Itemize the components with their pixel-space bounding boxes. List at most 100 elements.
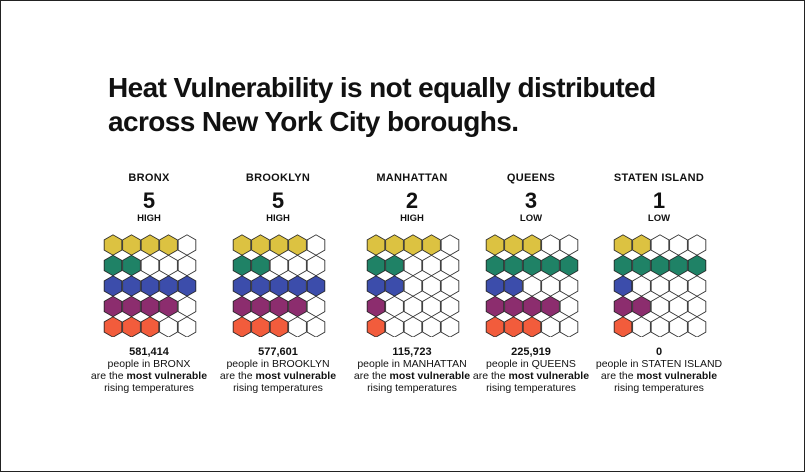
hex-cell-filled <box>140 234 160 256</box>
hex-cell-filled <box>122 295 141 318</box>
hex-cell-empty <box>669 234 688 256</box>
borough-name: BROOKLYN <box>245 172 311 184</box>
hex-cell-filled <box>122 234 141 256</box>
hex-cell-empty <box>403 275 423 297</box>
vulnerability-score: 1 <box>652 188 666 213</box>
hex-cell-empty <box>306 234 326 256</box>
hex-cell-empty <box>177 254 197 277</box>
hex-cell-filled <box>232 316 252 337</box>
hex-cell-empty <box>422 254 441 277</box>
borough-manhattan: MANHATTAN 2 HIGH 115,723 people in MANHA… <box>348 171 476 394</box>
hex-cell-filled <box>522 234 542 256</box>
hex-cell-empty <box>669 295 688 318</box>
hex-cell-filled <box>632 254 651 277</box>
hex-grid <box>366 234 460 337</box>
hex-cell-empty <box>440 254 460 277</box>
hex-cell-filled <box>140 275 160 297</box>
emphasis-text: most vulnerable <box>508 370 590 382</box>
hex-cell-filled <box>504 316 523 337</box>
hex-cell-filled <box>366 254 386 277</box>
hex-cell-filled <box>485 316 505 337</box>
hex-cell-empty <box>650 295 670 318</box>
hex-cell-empty <box>687 295 707 318</box>
hex-cell-empty <box>403 295 423 318</box>
hex-cell-filled <box>613 275 633 297</box>
hex-cell-empty <box>669 275 688 297</box>
borough-stats: 581,414 people in BRONX are the most vul… <box>85 346 213 394</box>
title-line-2: across New York City boroughs. <box>108 106 519 137</box>
hex-cell-filled <box>159 295 178 318</box>
hex-cell-filled <box>522 316 542 337</box>
people-count: 581,414 <box>129 346 169 358</box>
hex-cell-empty <box>632 316 651 337</box>
page-title: Heat Vulnerability is not equally distri… <box>108 71 656 139</box>
hex-cell-filled <box>366 234 386 256</box>
hex-cell-empty <box>422 295 441 318</box>
hex-cell-filled <box>485 234 505 256</box>
hex-cell-empty <box>177 234 197 256</box>
hex-cell-filled <box>269 275 289 297</box>
hex-cell-empty <box>650 234 670 256</box>
hex-cell-empty <box>159 316 178 337</box>
vulnerability-score: 3 <box>524 188 538 213</box>
hex-cell-filled <box>522 254 542 277</box>
hex-cell-empty <box>541 234 560 256</box>
hex-cell-filled <box>422 234 441 256</box>
hex-cell-empty <box>422 275 441 297</box>
hex-cell-empty <box>403 254 423 277</box>
hex-cell-filled <box>251 254 270 277</box>
hex-cell-empty <box>440 234 460 256</box>
stats-line-3: rising temperatures <box>233 382 323 394</box>
hex-cell-filled <box>366 316 386 337</box>
borough-stats: 577,601 people in BROOKLYN are the most … <box>214 346 342 394</box>
hex-cell-filled <box>269 295 289 318</box>
hex-cell-filled <box>385 275 404 297</box>
hex-cell-empty <box>306 316 326 337</box>
stats-line-3: rising temperatures <box>486 382 576 394</box>
hex-cell-empty <box>632 275 651 297</box>
hex-cell-filled <box>288 295 307 318</box>
hex-cell-filled <box>232 275 252 297</box>
hex-cell-filled <box>140 295 160 318</box>
hex-cell-filled <box>366 275 386 297</box>
hex-cell-filled <box>251 275 270 297</box>
vulnerability-level: HIGH <box>266 213 290 224</box>
stats-line-1: people in BRONX <box>107 358 191 370</box>
hex-cell-empty <box>159 254 178 277</box>
hex-grid <box>232 234 326 337</box>
vulnerability-level: HIGH <box>137 213 161 224</box>
borough-name: MANHATTAN <box>376 172 448 184</box>
hex-cell-filled <box>669 254 688 277</box>
hex-cell-empty <box>541 275 560 297</box>
hex-cell-empty <box>687 316 707 337</box>
hex-cell-empty <box>559 234 579 256</box>
stats-line-2: are the most vulnerable <box>600 370 718 382</box>
borough-brooklyn: BROOKLYN 5 HIGH 577,601 people in BROOKL… <box>214 171 342 394</box>
borough-name: QUEENS <box>506 172 556 184</box>
hex-cell-filled <box>687 254 707 277</box>
hex-cell-filled <box>650 254 670 277</box>
vulnerability-level: HIGH <box>400 213 424 224</box>
stats-line-1: people in QUEENS <box>486 358 576 370</box>
hex-cell-filled <box>485 254 505 277</box>
borough-stats: 0 people in STATEN ISLAND are the most v… <box>595 346 723 394</box>
title-line-1: Heat Vulnerability is not equally distri… <box>108 72 656 103</box>
hex-cell-filled <box>232 234 252 256</box>
hex-cell-filled <box>504 254 523 277</box>
hex-cell-filled <box>306 275 326 297</box>
hex-cell-empty <box>306 295 326 318</box>
people-count: 577,601 <box>258 346 298 358</box>
hex-grid <box>613 234 707 337</box>
hex-cell-filled <box>140 316 160 337</box>
hex-cell-filled <box>251 295 270 318</box>
hex-cell-filled <box>613 316 633 337</box>
hex-cell-filled <box>122 254 141 277</box>
hex-cell-filled <box>403 234 423 256</box>
hex-cell-filled <box>613 295 633 318</box>
hex-cell-filled <box>613 254 633 277</box>
hex-cell-empty <box>288 254 307 277</box>
vulnerability-score: 5 <box>271 188 285 213</box>
hex-cell-filled <box>522 295 542 318</box>
borough-name: BRONX <box>128 172 170 184</box>
